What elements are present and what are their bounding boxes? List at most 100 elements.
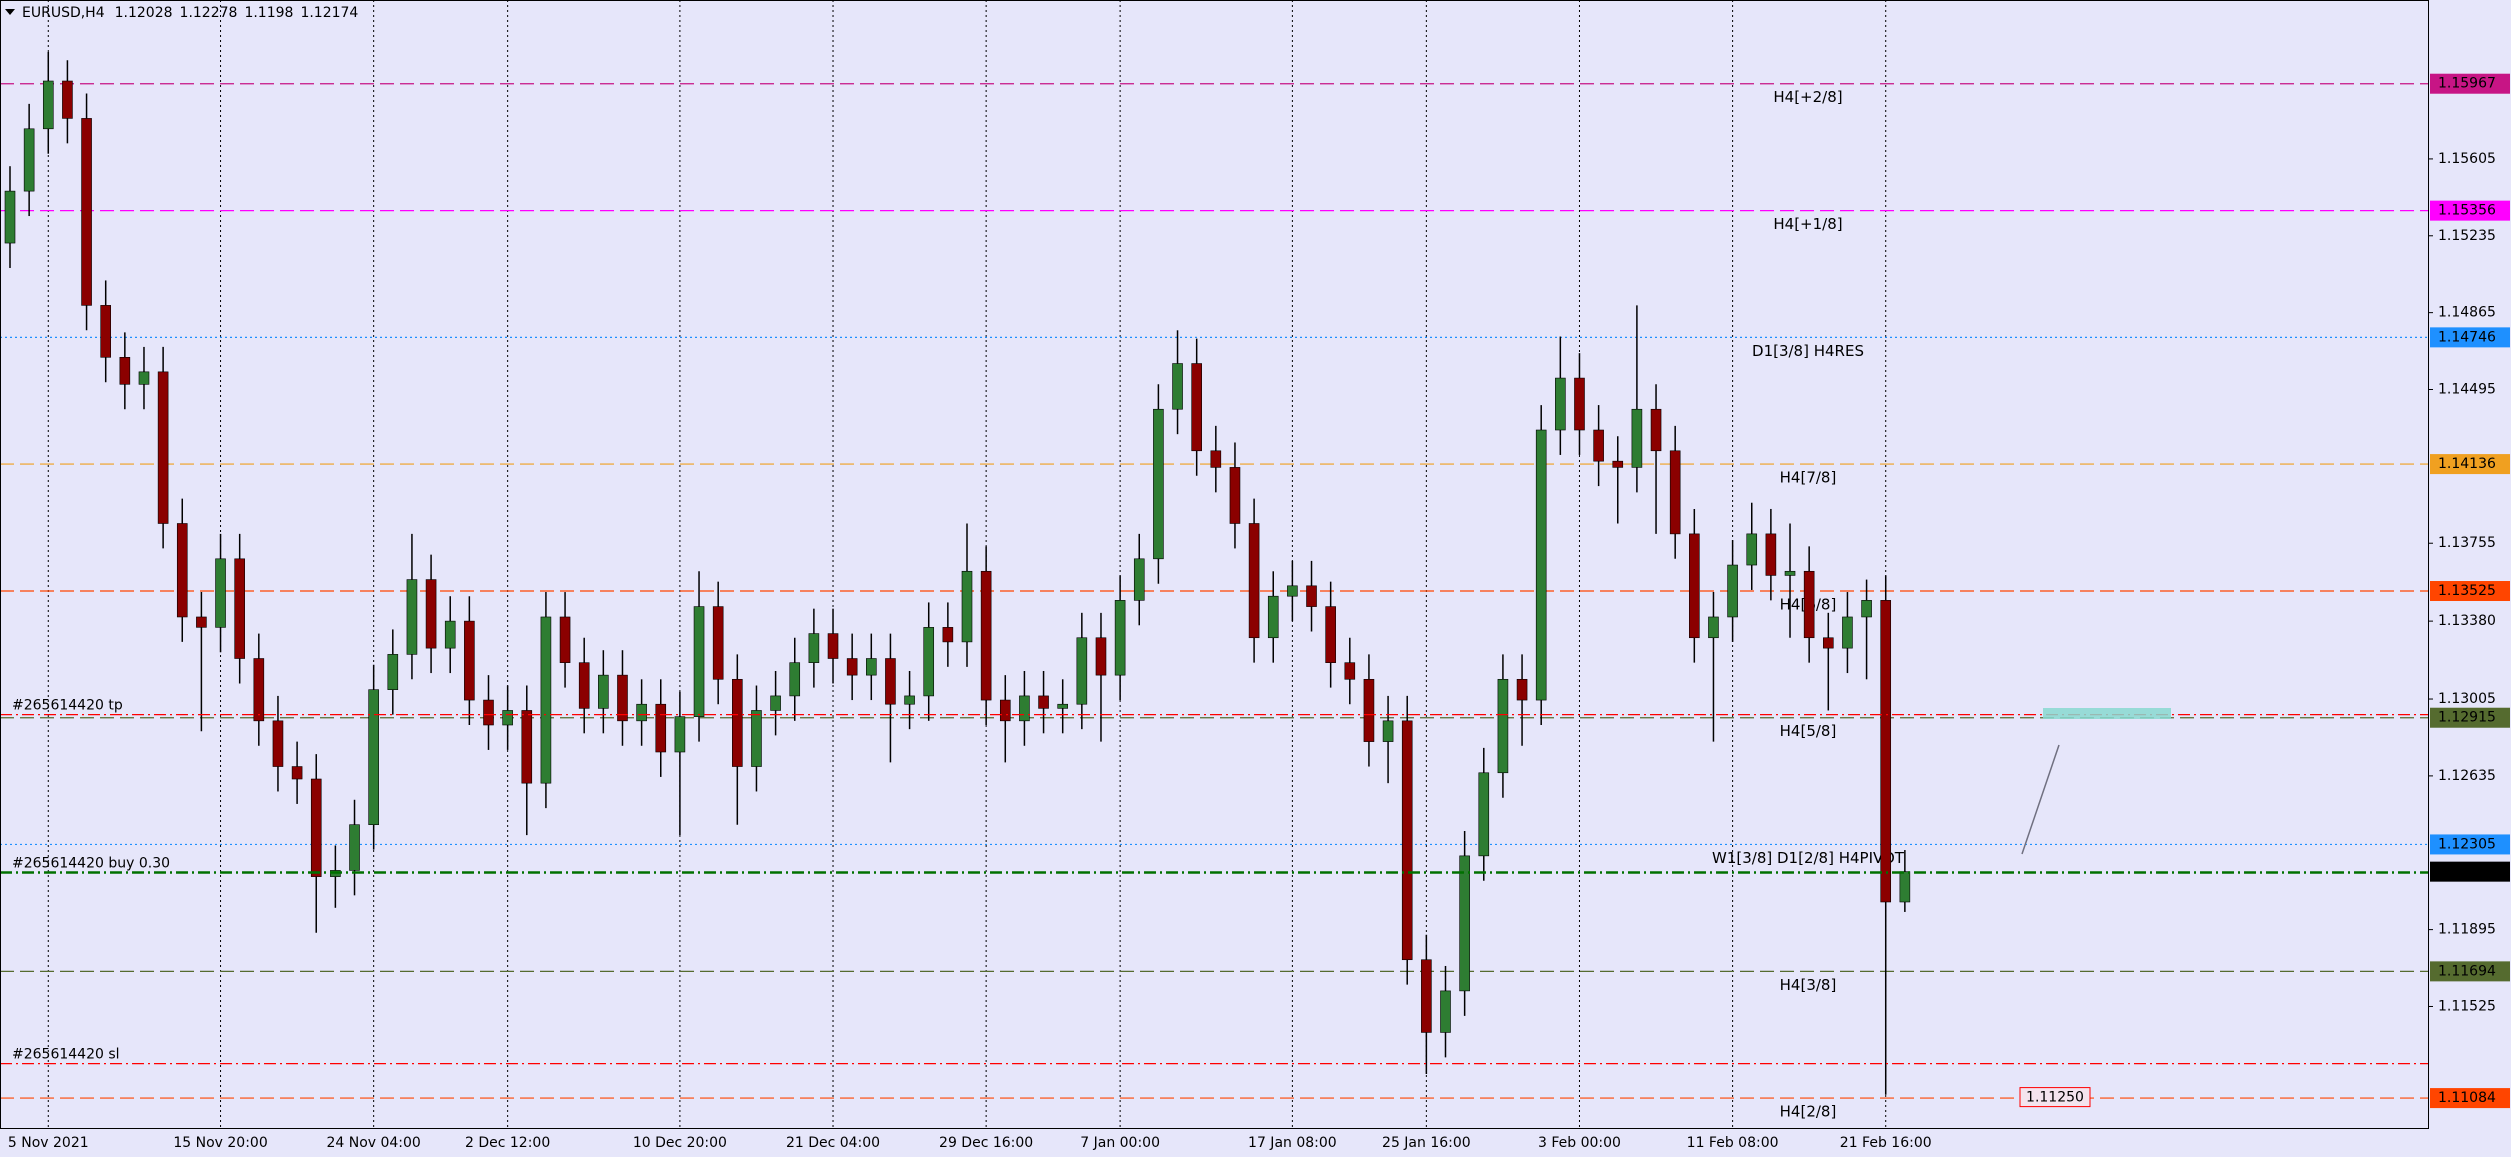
bid-tag-text: 1.12174 (2438, 864, 2496, 880)
candle-body (1555, 377, 1566, 431)
x-tick-label: 29 Dec 16:00 (939, 1135, 1033, 1151)
drawn-trendline[interactable] (2021, 744, 2060, 855)
candle-body (1267, 595, 1279, 639)
candle-body (540, 616, 552, 784)
candle-body (1325, 606, 1336, 663)
drawn-rectangle[interactable] (2043, 708, 2171, 719)
order-price-text: 1.11250 (2026, 1090, 2084, 1106)
y-tick-label: 1.13755 (2438, 535, 2496, 551)
header-open: 1.12028 (115, 5, 173, 21)
candle-body (464, 620, 475, 701)
price-tag-text: 1.15356 (2438, 203, 2496, 219)
x-tick-label: 21 Dec 04:00 (786, 1135, 880, 1151)
candle-body (387, 654, 399, 690)
x-tick-label: 24 Nov 04:00 (326, 1135, 420, 1151)
candle-body (1459, 855, 1470, 992)
price-tag (2430, 200, 2510, 221)
candle-body (1516, 678, 1528, 701)
price-tag (2430, 454, 2510, 475)
order-label: #265614420 sl (12, 1047, 120, 1063)
candle-body (1229, 467, 1241, 524)
x-tick-label: 5 Nov 2021 (8, 1135, 89, 1151)
candle-body (483, 699, 494, 726)
level-label: H4[2/8] (1780, 1103, 1837, 1121)
candle-body (1803, 570, 1815, 639)
price-tag-text: 1.12915 (2438, 710, 2496, 726)
order-label: #265614420 tp (12, 698, 123, 714)
candle-body (693, 606, 705, 717)
candle-body (1593, 429, 1604, 462)
candle-body (42, 80, 54, 130)
y-tick-label: 1.14495 (2438, 382, 2496, 398)
plot-frame (0, 0, 2429, 1129)
candle-body (23, 128, 35, 192)
candle-body (598, 674, 609, 709)
level-label: H4[3/8] (1780, 976, 1837, 994)
price-tag-text: 1.13525 (2438, 583, 2496, 599)
candle-body (636, 703, 647, 722)
candle-body (4, 190, 16, 244)
order-price-box (2019, 1087, 2091, 1108)
candle-body (1306, 585, 1317, 607)
x-tick-label: 10 Dec 20:00 (633, 1135, 727, 1151)
candle-body (349, 824, 360, 871)
candle-body (100, 305, 111, 358)
candle-body (176, 523, 188, 618)
price-tag (2430, 1088, 2510, 1109)
price-tag (2430, 73, 2510, 94)
price-tag (2430, 707, 2510, 728)
y-tick-label: 1.11895 (2438, 922, 2496, 938)
candle-body (1899, 871, 1911, 903)
candle-body (1842, 616, 1853, 649)
price-tag (2430, 834, 2510, 855)
candle-body (502, 710, 513, 726)
candle-body (808, 633, 820, 663)
candle-body (655, 703, 667, 753)
level-label: H4[7/8] (1780, 469, 1837, 487)
candle-body (617, 674, 628, 722)
candle-body (1038, 695, 1049, 709)
candle-body (1114, 600, 1126, 676)
header-low: 1.1198 (244, 5, 293, 21)
level-label: H4[+1/8] (1773, 215, 1842, 233)
candle-body (904, 695, 915, 705)
candle-body (980, 570, 992, 701)
level-label: H4[5/8] (1780, 722, 1837, 740)
y-tick-label: 1.13380 (2438, 613, 2496, 629)
candle-body (1095, 637, 1107, 676)
x-tick-label: 17 Jan 08:00 (1248, 1135, 1337, 1151)
candle-body (291, 766, 303, 780)
candle-body (865, 658, 877, 676)
candle-body (234, 558, 245, 659)
header-close: 1.12174 (300, 5, 358, 21)
y-tick-label: 1.13005 (2438, 691, 2496, 707)
price-tag-text: 1.14136 (2438, 456, 2496, 472)
candle-body (1287, 585, 1298, 597)
candle-body (1689, 533, 1700, 639)
level-label: D1[3/8] H4RES (1752, 342, 1864, 360)
candle-body (559, 616, 571, 663)
y-tick-label: 1.15605 (2438, 151, 2496, 167)
y-tick-label: 1.11525 (2438, 998, 2496, 1014)
y-tick-label: 1.14865 (2438, 305, 2496, 321)
candle-body (961, 570, 973, 643)
candle-body (521, 710, 533, 784)
candle-body (1497, 678, 1509, 774)
candle-body (1019, 695, 1030, 722)
candle-body (444, 620, 456, 649)
candle-body (1612, 460, 1624, 468)
candle-body (674, 716, 686, 753)
candle-body (732, 678, 743, 767)
candle-body (1133, 558, 1145, 601)
candle-body (1765, 533, 1777, 576)
x-tick-label: 15 Nov 20:00 (173, 1135, 267, 1151)
candle-body (751, 710, 762, 767)
candle-body (1153, 408, 1164, 560)
candle-body (1344, 662, 1356, 680)
menu-triangle[interactable] (5, 9, 15, 15)
order-label: #265614420 buy 0.30 (12, 855, 170, 871)
price-tag (2430, 581, 2510, 602)
x-tick-label: 2 Dec 12:00 (465, 1135, 550, 1151)
candle-body (196, 616, 207, 628)
candle-body (1076, 637, 1088, 705)
